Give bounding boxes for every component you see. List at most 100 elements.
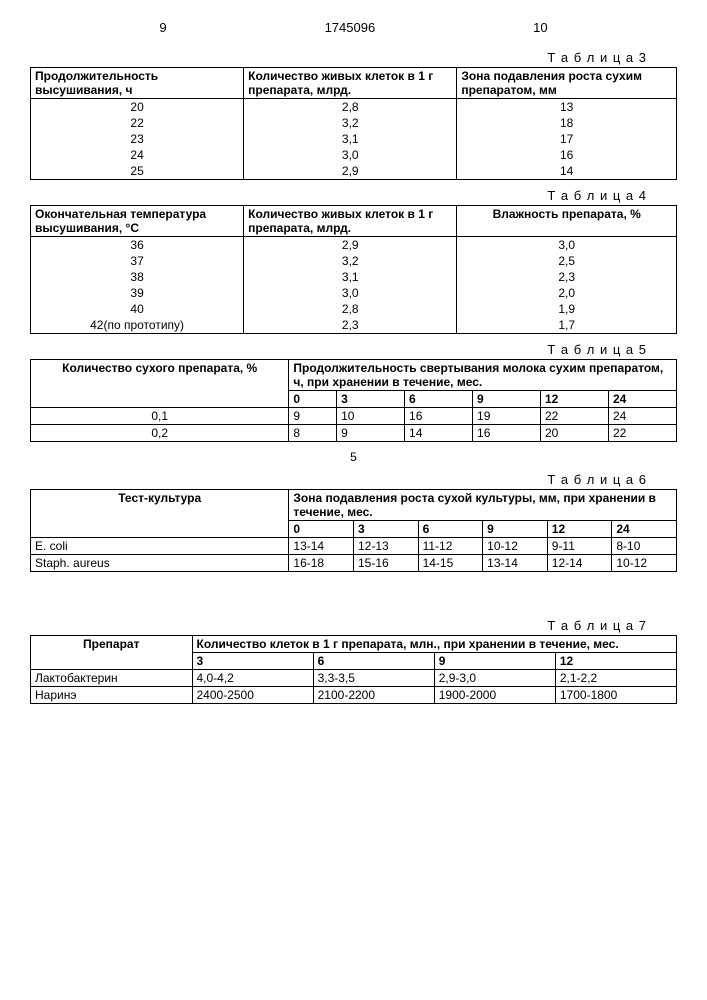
- table-cell: 39: [31, 285, 244, 301]
- table-cell: 16: [457, 147, 677, 163]
- table-cell: 37: [31, 253, 244, 269]
- table7-m9: 9: [434, 653, 555, 670]
- table-cell: 2400-2500: [192, 687, 313, 704]
- table6-label: Т а б л и ц а 6: [30, 472, 647, 487]
- page-header: 9 1745096 10: [159, 20, 547, 35]
- table-cell: 3,1: [244, 131, 457, 147]
- table3-h1: Продолжительность высушивания, ч: [31, 68, 244, 99]
- table-cell: 16: [405, 408, 473, 425]
- page-num-right: 10: [533, 20, 547, 35]
- table-cell: 22: [540, 408, 608, 425]
- table7-m12: 12: [555, 653, 676, 670]
- table-cell: 3,3-3,5: [313, 670, 434, 687]
- table-cell: 11-12: [418, 538, 483, 555]
- table-cell: 9: [289, 408, 337, 425]
- table5-m0: 0: [289, 391, 337, 408]
- table5-m9: 9: [473, 391, 541, 408]
- table-cell: 2,0: [457, 285, 677, 301]
- table-cell: 13: [457, 99, 677, 116]
- table3-h3: Зона подавления роста сухим препаратом, …: [457, 68, 677, 99]
- table-cell: 8: [289, 425, 337, 442]
- table-cell: 12-14: [547, 555, 612, 572]
- table-cell: 14: [457, 163, 677, 180]
- table5-h2: Продолжительность свертывания молока сух…: [289, 360, 677, 391]
- table-cell: 1,9: [457, 301, 677, 317]
- table-cell: 1900-2000: [434, 687, 555, 704]
- table-cell: 9: [337, 425, 405, 442]
- table-cell: 2,9: [244, 237, 457, 254]
- table6-m3: 3: [353, 521, 418, 538]
- table5-note: 5: [30, 450, 677, 464]
- table7-h2: Количество клеток в 1 г препарата, млн.,…: [192, 636, 677, 653]
- table-cell: 3,1: [244, 269, 457, 285]
- table5-m3: 3: [337, 391, 405, 408]
- table-cell: 40: [31, 301, 244, 317]
- table6: Тест-культура Зона подавления роста сухо…: [30, 489, 677, 572]
- table4-h3: Влажность препарата, %: [457, 206, 677, 237]
- table6-m24: 24: [612, 521, 677, 538]
- table-cell: 2100-2200: [313, 687, 434, 704]
- table7-m6: 6: [313, 653, 434, 670]
- table3: Продолжительность высушивания, ч Количес…: [30, 67, 677, 180]
- table-cell: 2,1-2,2: [555, 670, 676, 687]
- table6-m6: 6: [418, 521, 483, 538]
- table7-h1: Препарат: [31, 636, 193, 670]
- table-cell: 2,8: [244, 301, 457, 317]
- table-cell: 25: [31, 163, 244, 180]
- table-cell: 23: [31, 131, 244, 147]
- table-cell: 22: [608, 425, 676, 442]
- table-cell: 10-12: [483, 538, 548, 555]
- table4: Окончательная температура высушивания, °…: [30, 205, 677, 334]
- table5-m6: 6: [405, 391, 473, 408]
- table-cell: 18: [457, 115, 677, 131]
- table3-label: Т а б л и ц а 3: [30, 50, 647, 65]
- table-cell: 8-10: [612, 538, 677, 555]
- table4-label: Т а б л и ц а 4: [30, 188, 647, 203]
- table-cell: 42(по прототипу): [31, 317, 244, 334]
- table-cell: 2,5: [457, 253, 677, 269]
- table5-label: Т а б л и ц а 5: [30, 342, 647, 357]
- table-cell: 4,0-4,2: [192, 670, 313, 687]
- table-cell: 13-14: [483, 555, 548, 572]
- table-cell: 2,3: [244, 317, 457, 334]
- table-cell: 1,7: [457, 317, 677, 334]
- table-cell: 3,0: [244, 285, 457, 301]
- table-cell: 3,2: [244, 115, 457, 131]
- table-cell: 1700-1800: [555, 687, 676, 704]
- table4-h1: Окончательная температура высушивания, °…: [31, 206, 244, 237]
- table-cell: 36: [31, 237, 244, 254]
- table-cell: 2,9-3,0: [434, 670, 555, 687]
- table-cell: 19: [473, 408, 541, 425]
- table6-h2: Зона подавления роста сухой культуры, мм…: [289, 490, 677, 521]
- table-cell: 15-16: [353, 555, 418, 572]
- table-cell: 20: [540, 425, 608, 442]
- table-cell: 13-14: [289, 538, 354, 555]
- table6-h1: Тест-культура: [31, 490, 289, 538]
- table-cell: Лактобактерин: [31, 670, 193, 687]
- table6-m0: 0: [289, 521, 354, 538]
- table-cell: 14-15: [418, 555, 483, 572]
- table-cell: 16: [473, 425, 541, 442]
- table-cell: 3,0: [244, 147, 457, 163]
- table-cell: 17: [457, 131, 677, 147]
- document-id: 1745096: [325, 20, 376, 35]
- table-cell: 10: [337, 408, 405, 425]
- table-cell: 2,8: [244, 99, 457, 116]
- table-cell: 9-11: [547, 538, 612, 555]
- table-cell: 0,2: [31, 425, 289, 442]
- table-cell: 12-13: [353, 538, 418, 555]
- table-cell: 20: [31, 99, 244, 116]
- table-cell: 22: [31, 115, 244, 131]
- table-cell: 2,9: [244, 163, 457, 180]
- table7: Препарат Количество клеток в 1 г препара…: [30, 635, 677, 704]
- table6-m12: 12: [547, 521, 612, 538]
- table-cell: 14: [405, 425, 473, 442]
- table-cell: 38: [31, 269, 244, 285]
- table-cell: Наринэ: [31, 687, 193, 704]
- table-cell: 2,3: [457, 269, 677, 285]
- table-cell: 0,1: [31, 408, 289, 425]
- table5-m24: 24: [608, 391, 676, 408]
- table-cell: 16-18: [289, 555, 354, 572]
- page-num-left: 9: [159, 20, 166, 35]
- table-cell: 24: [608, 408, 676, 425]
